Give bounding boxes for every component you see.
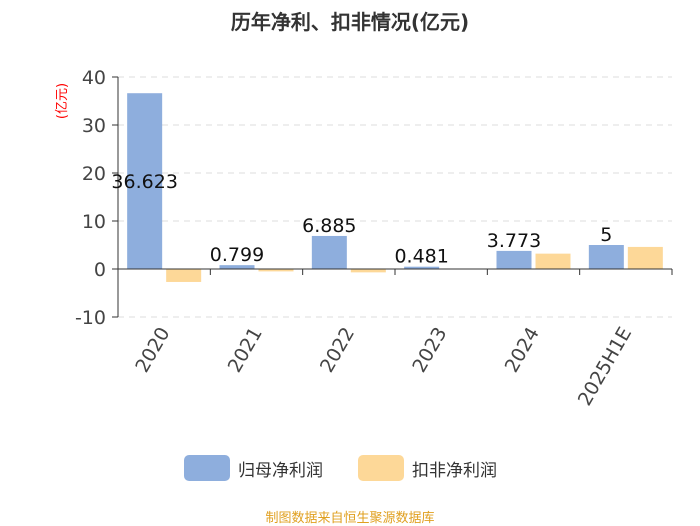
y-tick-label: 40: [82, 67, 106, 89]
legend-swatch-net-profit: [184, 455, 230, 481]
y-tick-label: 20: [82, 163, 106, 185]
x-tick-label: 2022: [316, 324, 359, 377]
bar-deducted-profit: [258, 269, 294, 272]
bar-net-profit: [219, 265, 255, 269]
legend-item-deducted-profit[interactable]: 扣非净利润: [358, 455, 497, 481]
data-label: 3.773: [487, 230, 541, 252]
legend-label: 归母净利润: [238, 460, 323, 481]
source-footer: 制图数据来自恒生聚源数据库: [265, 511, 435, 526]
y-tick-label: 0: [94, 259, 106, 281]
bar-deducted-profit: [627, 246, 663, 269]
bar-chart: -10 0 10 20 30 40 (亿元) 36.623 2020 0.799 2021 6.885…: [55, 67, 673, 410]
bar-deducted-profit: [350, 269, 386, 273]
data-label: 0.799: [210, 244, 264, 266]
bar-net-profit: [496, 250, 532, 269]
bar-deducted-profit: [535, 253, 571, 269]
x-tick-label: 2023: [408, 324, 451, 377]
bar-net-profit: [127, 93, 163, 270]
data-label: 5: [600, 224, 612, 246]
legend-swatch-deducted-profit: [358, 455, 404, 481]
data-label: 6.885: [302, 215, 356, 237]
x-tick-label: 2021: [224, 324, 267, 377]
y-tick-label: 10: [82, 211, 106, 233]
data-label: 0.481: [394, 246, 448, 268]
bar-net-profit: [404, 266, 440, 269]
bar-deducted-profit: [166, 269, 202, 282]
bar-net-profit: [588, 245, 624, 269]
x-tick-label: 2025H1E: [574, 324, 636, 410]
data-label: 36.623: [111, 171, 177, 193]
bar-net-profit: [311, 235, 347, 269]
x-tick-label: 2024: [501, 324, 544, 377]
x-tick-label: 2020: [131, 324, 174, 377]
y-tick-label: -10: [75, 307, 106, 329]
chart-title: 历年净利、扣非情况(亿元): [230, 10, 470, 34]
legend-label: 扣非净利润: [412, 460, 497, 481]
y-tick-label: 30: [82, 115, 106, 137]
y-axis-label: (亿元): [55, 83, 70, 119]
legend-item-net-profit[interactable]: 归母净利润: [184, 455, 323, 481]
